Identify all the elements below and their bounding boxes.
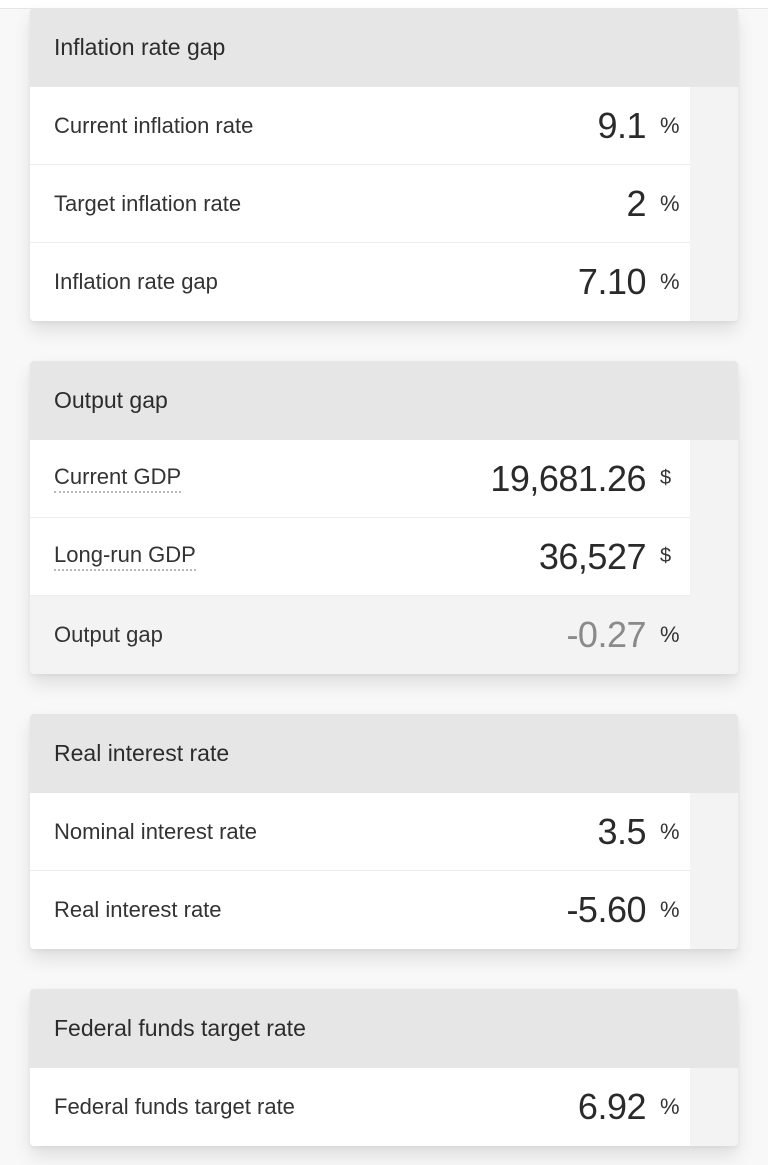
field-label-with-tooltip[interactable]: Long-run GDP xyxy=(54,542,196,571)
output-gap-section: Output gap Current GDP 19,681.26 $ Long-… xyxy=(30,361,738,674)
unit-label: % xyxy=(660,818,680,844)
inflation-rate-gap-section: Inflation rate gap Current inflation rat… xyxy=(30,8,738,321)
section-header[interactable]: Inflation rate gap xyxy=(30,8,738,87)
inflation-rate-gap-row: Inflation rate gap 7.10 % xyxy=(30,243,690,321)
unit-label: $ xyxy=(660,467,672,489)
field-label: Current inflation rate xyxy=(54,112,254,138)
output-gap-row: Output gap -0.27 % xyxy=(30,596,690,674)
unit-label: % xyxy=(660,112,680,138)
unit-label: $ xyxy=(660,545,672,567)
field-label: Real interest rate xyxy=(54,897,222,922)
current-inflation-rate-row: Current inflation rate 9.1 % xyxy=(30,87,690,165)
unit-label: % xyxy=(660,269,680,294)
federal-funds-target-rate-section: Federal funds target rate Federal funds … xyxy=(30,989,738,1146)
section-header[interactable]: Federal funds target rate xyxy=(30,989,738,1068)
unit-label: % xyxy=(660,897,680,922)
unit-label: % xyxy=(660,190,680,216)
real-interest-rate-row: Real interest rate -5.60 % xyxy=(30,871,690,949)
field-label: Nominal interest rate xyxy=(54,818,257,844)
field-label: Federal funds target rate xyxy=(54,1094,295,1119)
field-label: Inflation rate gap xyxy=(54,269,218,294)
real-interest-rate-input[interactable]: -5.60 xyxy=(566,889,646,930)
target-inflation-rate-row: Target inflation rate 2 % xyxy=(30,165,690,243)
federal-funds-target-rate-input[interactable]: 6.92 xyxy=(577,1086,647,1127)
section-header[interactable]: Output gap xyxy=(30,361,738,440)
nominal-interest-rate-input[interactable]: 3.5 xyxy=(597,810,646,852)
field-label: Target inflation rate xyxy=(54,190,242,216)
real-interest-rate-section: Real interest rate Nominal interest rate… xyxy=(30,714,738,949)
current-gdp-row: Current GDP 19,681.26 $ xyxy=(30,440,690,518)
unit-label: % xyxy=(660,622,680,647)
field-label-with-tooltip[interactable]: Current GDP xyxy=(54,464,182,493)
long-run-gdp-row: Long-run GDP 36,527 $ xyxy=(30,518,690,596)
nominal-interest-rate-row: Nominal interest rate 3.5 % xyxy=(30,793,690,871)
current-inflation-rate-input[interactable]: 9.1 xyxy=(597,104,646,146)
unit-label: % xyxy=(660,1094,680,1119)
federal-funds-target-rate-row: Federal funds target rate 6.92 % xyxy=(30,1068,690,1146)
current-gdp-input[interactable]: 19,681.26 xyxy=(490,457,646,499)
calculator-sections: Inflation rate gap Current inflation rat… xyxy=(30,8,738,1146)
target-inflation-rate-input[interactable]: 2 xyxy=(626,182,646,224)
field-label: Output gap xyxy=(54,622,163,647)
section-header[interactable]: Real interest rate xyxy=(30,714,738,793)
output-gap-result: -0.27 xyxy=(566,614,646,655)
inflation-rate-gap-input[interactable]: 7.10 xyxy=(577,261,647,302)
long-run-gdp-input[interactable]: 36,527 xyxy=(538,535,647,577)
